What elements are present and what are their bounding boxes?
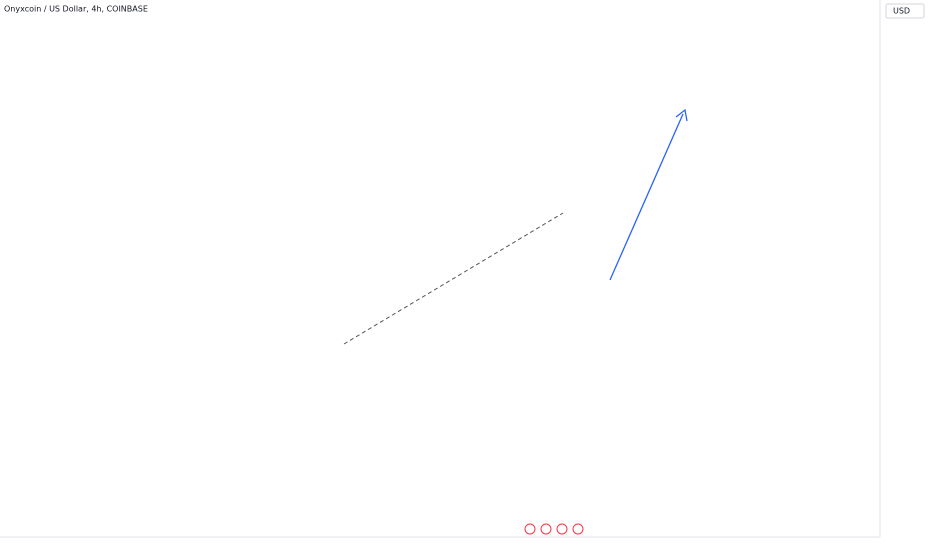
chart-title: Onyxcoin / US Dollar, 4h, COINBASE — [4, 5, 148, 14]
event-icon[interactable] — [556, 523, 568, 535]
event-icon[interactable] — [524, 523, 536, 535]
currency: USD — [893, 7, 910, 16]
trend-line — [343, 212, 564, 345]
currency-box[interactable] — [885, 3, 925, 19]
event-icon[interactable] — [540, 523, 552, 535]
event-icon[interactable] — [572, 523, 584, 535]
arrow-line — [609, 113, 684, 281]
arrow-head — [675, 108, 688, 122]
event-icons — [524, 523, 584, 535]
